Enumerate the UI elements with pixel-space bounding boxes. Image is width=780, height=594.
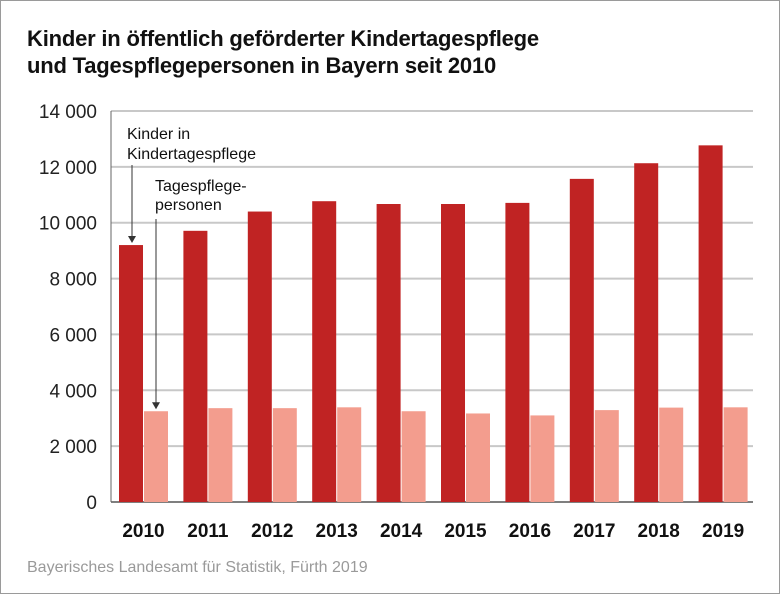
bar-kinder-2016 bbox=[505, 202, 530, 502]
x-tick-label: 2013 bbox=[316, 521, 358, 542]
chart-title: Kinder in öffentlich geförderter Kindert… bbox=[27, 25, 539, 79]
annotation-tagespflege-line1: Tagespflege- bbox=[155, 178, 247, 195]
bar-kinder-2013 bbox=[312, 201, 337, 502]
y-tick-label: 0 bbox=[86, 493, 97, 514]
bar-tagespflegepersonen-2018 bbox=[659, 407, 684, 502]
bar-kinder-2018 bbox=[634, 163, 659, 502]
y-tick-label: 10 000 bbox=[39, 214, 97, 235]
bar-kinder-2012 bbox=[247, 211, 272, 503]
bar-tagespflegepersonen-2012 bbox=[272, 408, 297, 502]
x-tick-label: 2015 bbox=[444, 521, 487, 542]
annotation-tagespflege-line2: personen bbox=[155, 197, 222, 214]
source-note: Bayerisches Landesamt für Statistik, Für… bbox=[27, 559, 368, 576]
x-tick-label: 2014 bbox=[380, 521, 423, 542]
bar-tagespflegepersonen-2011 bbox=[208, 408, 233, 502]
x-tick-label: 2019 bbox=[702, 521, 744, 542]
y-tick-label: 8 000 bbox=[49, 270, 97, 291]
bar-kinder-2019 bbox=[698, 145, 723, 502]
y-tick-label: 2 000 bbox=[49, 437, 97, 458]
arrowhead-tagespflege bbox=[152, 402, 160, 410]
bar-kinder-2010 bbox=[119, 245, 143, 503]
annotation-kinder-line2: Kindertagespflege bbox=[127, 146, 256, 163]
y-tick-label: 14 000 bbox=[39, 102, 97, 123]
bar-tagespflegepersonen-2013 bbox=[337, 407, 362, 502]
x-tick-label: 2011 bbox=[187, 521, 229, 542]
arrowhead-kinder bbox=[128, 236, 136, 244]
y-tick-label: 12 000 bbox=[39, 158, 97, 179]
x-tick-label: 2010 bbox=[122, 521, 164, 542]
bar-kinder-2011 bbox=[183, 230, 208, 502]
x-tick-label: 2017 bbox=[573, 521, 615, 542]
x-tick-label: 2018 bbox=[638, 521, 680, 542]
title-line-1: Kinder in öffentlich geförderter Kindert… bbox=[27, 26, 539, 51]
annotation-kinder-line1: Kinder in bbox=[127, 126, 190, 143]
x-tick-label: 2012 bbox=[251, 521, 293, 542]
y-tick-label: 4 000 bbox=[49, 381, 97, 402]
bar-tagespflegepersonen-2016 bbox=[530, 415, 555, 502]
y-tick-label: 6 000 bbox=[49, 325, 97, 346]
bar-tagespflegepersonen-2017 bbox=[594, 410, 619, 502]
bar-kinder-2014 bbox=[376, 204, 401, 502]
x-tick-label: 2016 bbox=[509, 521, 551, 542]
bar-tagespflegepersonen-2010 bbox=[144, 411, 168, 502]
bar-tagespflegepersonen-2014 bbox=[401, 411, 426, 502]
bar-kinder-2015 bbox=[441, 204, 465, 502]
title-line-2: und Tagespflegepersonen in Bayern seit 2… bbox=[27, 53, 497, 78]
bar-tagespflegepersonen-2015 bbox=[466, 413, 490, 502]
bar-tagespflegepersonen-2019 bbox=[723, 407, 748, 502]
bar-kinder-2017 bbox=[569, 178, 594, 502]
